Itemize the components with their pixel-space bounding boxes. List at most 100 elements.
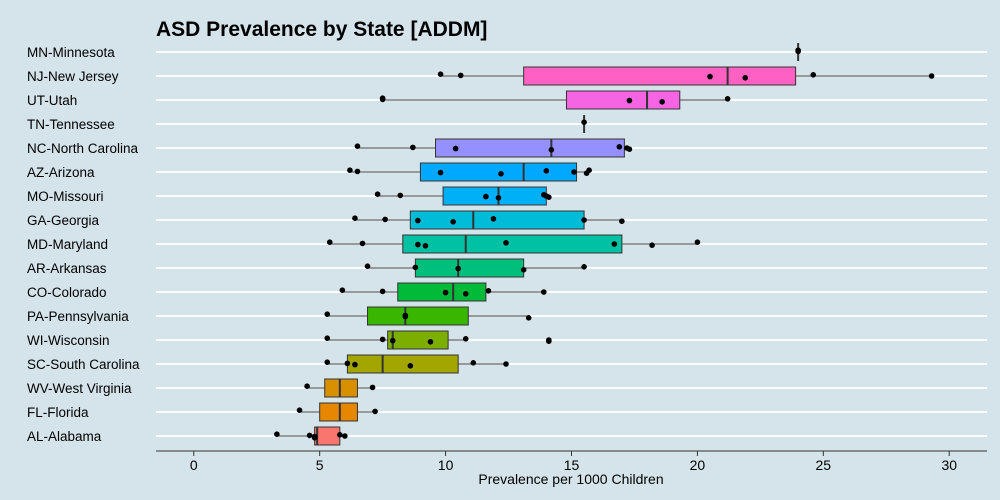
box: [397, 282, 487, 302]
data-point: [379, 96, 386, 103]
data-point: [541, 289, 547, 295]
data-point: [586, 167, 592, 173]
data-point: [457, 72, 464, 79]
data-point: [616, 144, 623, 150]
box: [442, 186, 547, 206]
data-point: [503, 240, 509, 246]
x-tick-label: 15: [564, 457, 580, 473]
data-point: [442, 289, 449, 296]
data-point: [402, 313, 409, 320]
data-point: [485, 288, 492, 294]
x-tick-label: 25: [816, 457, 832, 473]
data-point: [659, 99, 665, 105]
data-point: [724, 96, 731, 102]
box: [346, 354, 459, 374]
data-point: [369, 384, 376, 391]
data-point: [427, 339, 434, 345]
data-point: [546, 338, 552, 345]
data-point: [296, 407, 303, 414]
y-label: AZ-Arizona: [27, 165, 95, 180]
data-point: [626, 97, 633, 104]
data-point: [495, 195, 502, 201]
data-point: [795, 48, 801, 55]
data-point: [581, 264, 587, 270]
data-point: [810, 72, 817, 78]
data-points: [274, 47, 935, 441]
data-point: [379, 336, 386, 343]
data-point: [503, 361, 509, 367]
data-point: [707, 73, 713, 80]
y-label: AR-Arkansas: [27, 261, 107, 276]
box: [367, 306, 469, 326]
y-label: FL-Florida: [27, 405, 89, 420]
data-point: [462, 291, 469, 297]
data-point: [619, 218, 625, 224]
box: [409, 210, 585, 230]
chart-title: ASD Prevalence by State [ADDM]: [156, 18, 487, 41]
y-label: CO-Colorado: [27, 285, 107, 300]
y-label: PA-Pennsylvania: [27, 309, 129, 324]
x-axis-title: Prevalence per 1000 Children: [478, 471, 663, 487]
data-point: [397, 192, 404, 199]
data-point: [694, 239, 701, 245]
y-label: MN-Minnesota: [27, 45, 115, 60]
data-point: [311, 435, 318, 441]
data-point: [274, 431, 280, 438]
data-point: [410, 144, 416, 151]
data-point: [742, 75, 749, 81]
data-point: [364, 263, 371, 270]
x-tick-label: 30: [941, 457, 957, 473]
data-point: [470, 360, 477, 366]
x-tick-label: 20: [690, 457, 706, 473]
data-point: [581, 119, 587, 125]
data-point: [372, 408, 378, 415]
x-axis-ticks: 0 5 10 15 20 25 30: [190, 451, 957, 473]
data-point: [379, 288, 386, 295]
data-point: [455, 265, 461, 272]
data-point: [548, 147, 555, 153]
data-point: [490, 216, 497, 222]
data-point: [450, 219, 456, 225]
data-point: [342, 433, 348, 439]
box: [419, 162, 578, 182]
box: [523, 66, 797, 86]
data-point: [324, 335, 331, 342]
data-point: [359, 240, 366, 247]
data-point: [546, 194, 552, 200]
box: [414, 258, 525, 278]
data-point: [649, 242, 655, 248]
data-point: [437, 169, 444, 176]
data-point: [354, 168, 361, 175]
data-point: [611, 241, 618, 247]
data-point: [324, 311, 331, 318]
data-point: [347, 167, 353, 173]
x-tick-label: 0: [190, 457, 198, 473]
data-point: [581, 217, 587, 223]
data-point: [543, 168, 550, 174]
data-point: [352, 361, 358, 368]
box: [435, 138, 625, 158]
y-label: WI-Wisconsin: [27, 333, 110, 348]
data-point: [571, 169, 577, 175]
data-point: [498, 171, 504, 177]
data-point: [415, 241, 421, 248]
y-label: NJ-New Jersey: [27, 69, 119, 84]
data-point: [525, 315, 532, 321]
data-point: [626, 146, 633, 152]
data-point: [344, 360, 351, 367]
data-point: [354, 143, 361, 149]
data-point: [415, 217, 421, 224]
y-label: WV-West Virginia: [27, 381, 132, 396]
box: [565, 90, 681, 110]
y-label: SC-South Carolina: [27, 357, 140, 372]
data-point: [928, 73, 935, 79]
data-point: [407, 363, 414, 369]
data-point: [412, 264, 419, 271]
y-label: NC-North Carolina: [27, 141, 139, 156]
data-point: [304, 383, 310, 390]
y-axis-labels: MN-Minnesota NJ-New Jersey UT-Utah TN-Tenne…: [27, 45, 140, 444]
data-point: [452, 145, 459, 152]
data-point: [306, 432, 313, 439]
data-point: [389, 337, 396, 344]
data-point: [337, 432, 343, 438]
